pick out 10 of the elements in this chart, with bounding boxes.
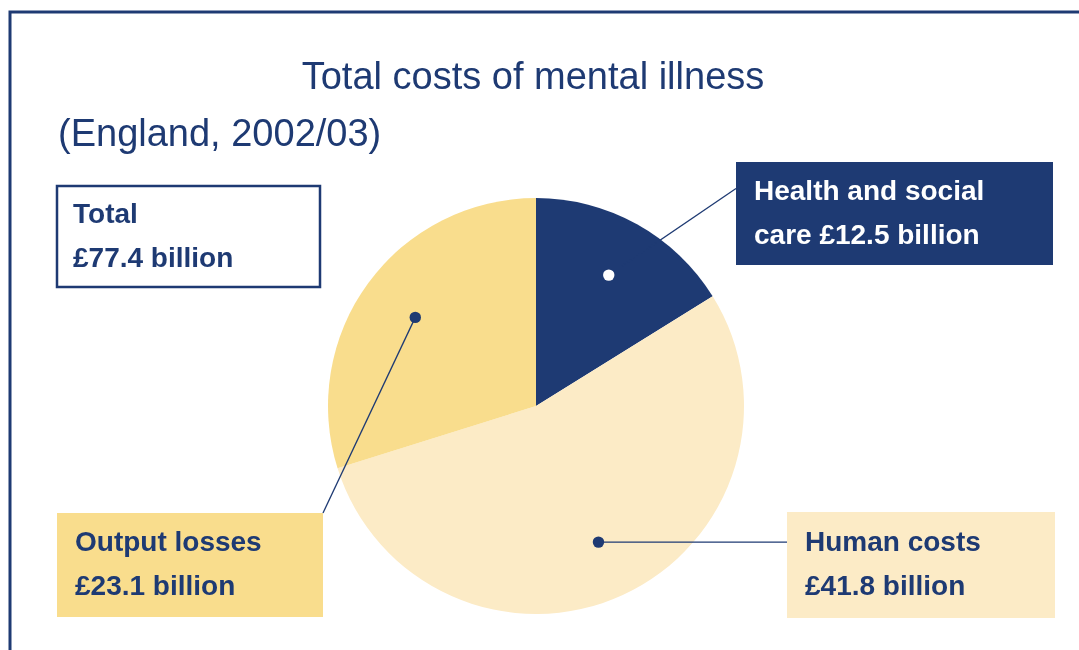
slice-label: Health and social care £12.5 billion [754, 174, 985, 250]
chart-title: Total costs of mental illness [301, 55, 765, 97]
data-label: £23.1 billion [75, 570, 236, 601]
data-label: £41.8 billion [805, 570, 966, 601]
slice-label: Output losses [75, 526, 262, 557]
pie-slice [328, 198, 536, 469]
text: Total £77.4 billion [73, 198, 234, 273]
slice-label: Human costs [805, 526, 981, 557]
pie-slice [337, 296, 744, 614]
chart-subtitle: (England, 2002/03) [58, 112, 382, 154]
